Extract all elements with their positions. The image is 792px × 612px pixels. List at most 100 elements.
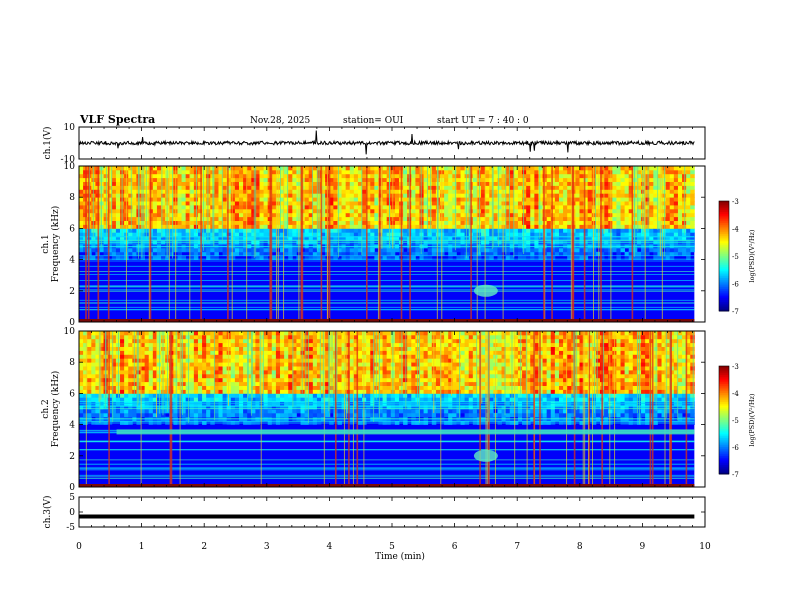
- spectrogram-cell: [197, 236, 203, 241]
- spectrogram-cell: [169, 166, 174, 171]
- spectrogram-cell: [292, 193, 297, 198]
- spectrogram-cell: [99, 354, 105, 359]
- spectrogram-cell: [312, 236, 318, 241]
- spectrogram-cell: [645, 189, 650, 194]
- spectrogram-cell: [677, 181, 683, 186]
- spectrogram-cell: [419, 220, 424, 225]
- spectrogram-cell: [530, 216, 535, 221]
- spectrogram-cell: [419, 205, 424, 210]
- spectrogram-cell: [440, 224, 445, 229]
- spectrogram-cell: [132, 232, 137, 237]
- spectrogram-cell: [456, 205, 461, 210]
- spectrogram-cell: [169, 228, 174, 233]
- spectrogram-cell: [218, 346, 223, 351]
- spectrogram-cell: [538, 208, 543, 214]
- spectrogram-cell: [481, 216, 486, 221]
- spectrogram-cell: [280, 366, 285, 371]
- spectrogram-cell: [534, 224, 539, 229]
- spectrogram-cell: [148, 370, 154, 375]
- spectrogram-cell: [185, 205, 191, 210]
- spectrogram-cell: [238, 385, 244, 390]
- spectrogram-cell: [546, 197, 552, 202]
- spectrogram-cell: [690, 224, 695, 229]
- spectrogram-cell: [173, 416, 178, 422]
- spectrogram-cell: [206, 346, 211, 351]
- spectrogram-cell: [120, 350, 125, 355]
- spectrogram-cell: [501, 197, 507, 202]
- spectrogram-cell: [152, 412, 158, 418]
- spectrogram-cell: [161, 247, 166, 253]
- spectrogram-cell: [128, 216, 133, 221]
- spectrogram-cell: [292, 236, 297, 241]
- spectrogram-cell: [349, 185, 355, 190]
- spectrogram-cell: [292, 177, 297, 182]
- spectrogram-cell: [128, 208, 133, 214]
- spectrogram-cell: [624, 181, 630, 186]
- spectrogram-cell: [567, 166, 572, 171]
- spectrogram-cell: [374, 189, 379, 194]
- spectrogram-cell: [79, 354, 84, 359]
- spectrogram-cell: [255, 373, 260, 379]
- spectrogram-cell: [99, 193, 105, 198]
- spectrogram-cell: [296, 389, 301, 394]
- spectrogram-cell: [255, 197, 260, 202]
- spectrogram-cell: [509, 169, 515, 175]
- spectrogram-cell: [304, 370, 310, 375]
- spectrogram-cell: [251, 189, 256, 194]
- spectrogram-cell: [103, 255, 109, 260]
- spectrogram-cell: [193, 331, 199, 336]
- spectrogram-cell: [329, 220, 334, 225]
- spectrogram-cell: [202, 232, 207, 237]
- spectrogram-cell: [280, 377, 285, 383]
- spectrogram-cell: [312, 224, 318, 229]
- spectrogram-cell: [374, 208, 379, 214]
- spectrogram-cell: [669, 197, 675, 202]
- spectrogram-cell: [177, 247, 182, 253]
- spectrogram-cell: [583, 212, 589, 218]
- spectrogram-cell: [95, 377, 100, 383]
- spectrogram-cell: [353, 181, 359, 186]
- spectrogram-cell: [686, 255, 691, 260]
- spectrogram-cell: [111, 197, 117, 202]
- spectrogram-cell: [107, 212, 113, 218]
- spectrogram-cell: [448, 212, 453, 218]
- spectrogram-cell: [550, 251, 556, 257]
- spectrogram-cell: [210, 354, 215, 359]
- spectrogram-cell: [288, 177, 293, 182]
- spectrogram-cell: [657, 232, 662, 237]
- spectrogram-cell: [115, 181, 121, 186]
- spectrogram-cell: [624, 232, 630, 237]
- spectrogram-cell: [152, 416, 158, 422]
- spectrogram-cell: [83, 346, 88, 351]
- spectrogram-cell: [661, 220, 667, 225]
- spectrogram-cell: [275, 358, 281, 363]
- spectrogram-cell: [120, 247, 125, 253]
- spectrogram-cell: [661, 189, 667, 194]
- spectrogram-cell: [173, 366, 178, 371]
- spectrogram-cell: [255, 216, 260, 221]
- spectrogram-cell: [288, 354, 293, 359]
- spectrogram-cell: [591, 212, 597, 218]
- spectrogram-cell: [456, 208, 461, 214]
- spectrogram-cell: [686, 173, 691, 179]
- spectrogram-cell: [362, 232, 367, 237]
- spectrogram-cell: [181, 362, 187, 367]
- spectrogram-cell: [362, 220, 367, 225]
- spectrogram-cell: [271, 409, 277, 414]
- spectrogram-cell: [169, 212, 174, 218]
- spectrogram-cell: [382, 185, 388, 190]
- spectrogram-cell: [148, 354, 154, 359]
- spectrogram-cell: [280, 193, 285, 198]
- spectrogram-cell: [111, 370, 117, 375]
- spectrogram-cell: [238, 220, 244, 225]
- spectrogram-cell: [554, 212, 560, 218]
- spectrogram-cell: [300, 416, 306, 422]
- spectrogram-cell: [152, 169, 158, 175]
- spectrogram-cell: [587, 208, 593, 214]
- spectrogram-cell: [415, 173, 420, 179]
- figure-title: VLF Spectra: [79, 113, 155, 126]
- spectrogram-cell: [177, 216, 182, 221]
- spectrogram-cell: [624, 236, 630, 241]
- spectrogram-cell: [538, 251, 543, 257]
- spectrogram-cell: [124, 346, 129, 351]
